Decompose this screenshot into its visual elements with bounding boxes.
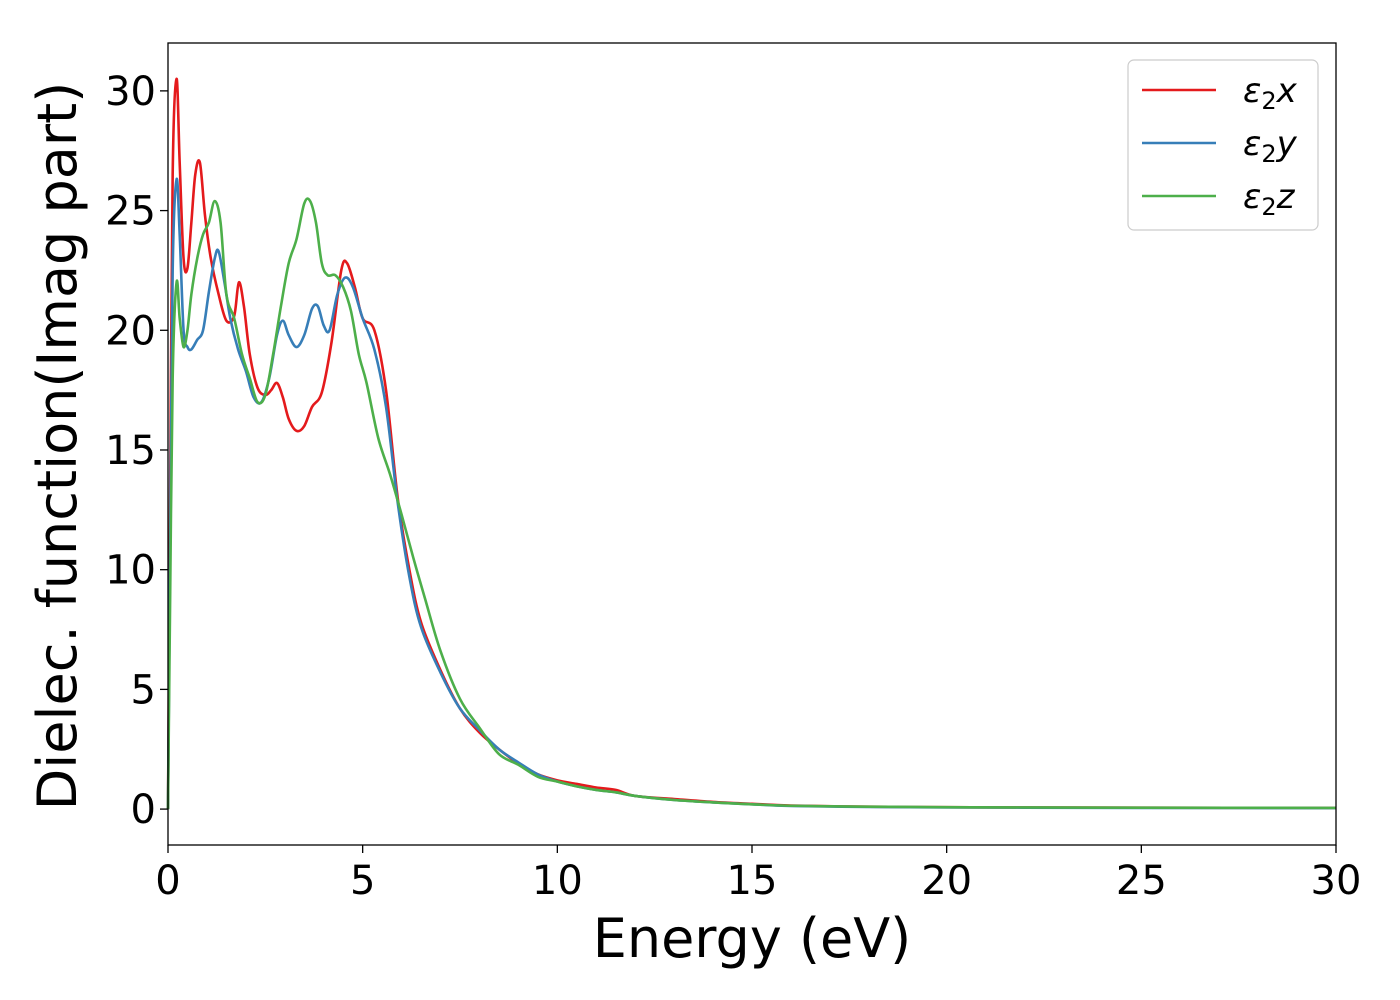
series-line-z (166, 197, 1337, 810)
x-tick-label: 15 (727, 858, 778, 904)
y-tick-label: 15 (105, 428, 156, 474)
x-tick-label: 10 (532, 858, 583, 904)
x-tick-label: 20 (921, 858, 972, 904)
y-tick-label: 30 (105, 69, 156, 115)
y-axis-title: Dielec. function(Imag part) (26, 82, 89, 811)
y-tick-label: 5 (131, 667, 156, 713)
y-tick-label: 20 (105, 308, 156, 354)
x-axis-title: Energy (eV) (593, 907, 912, 970)
y-tick-label: 25 (105, 189, 156, 235)
legend-label-z: ε2z (1243, 177, 1296, 221)
x-tick-label: 30 (1311, 858, 1362, 904)
x-tick-label: 5 (350, 858, 375, 904)
y-tick-label: 10 (105, 548, 156, 594)
legend-box (1127, 59, 1319, 231)
x-tick-label: 0 (155, 858, 180, 904)
x-tick-label: 25 (1116, 858, 1167, 904)
legend-label-y: ε2y (1243, 124, 1298, 168)
series-lines (166, 77, 1337, 810)
legend: ε2x ε2y ε2z (1127, 59, 1319, 231)
y-axis: 0 5 10 15 20 25 30 (105, 69, 168, 833)
y-tick-label: 0 (131, 787, 156, 833)
legend-label-x: ε2x (1243, 71, 1298, 115)
x-axis: 0 5 10 15 20 25 30 (155, 845, 1361, 904)
